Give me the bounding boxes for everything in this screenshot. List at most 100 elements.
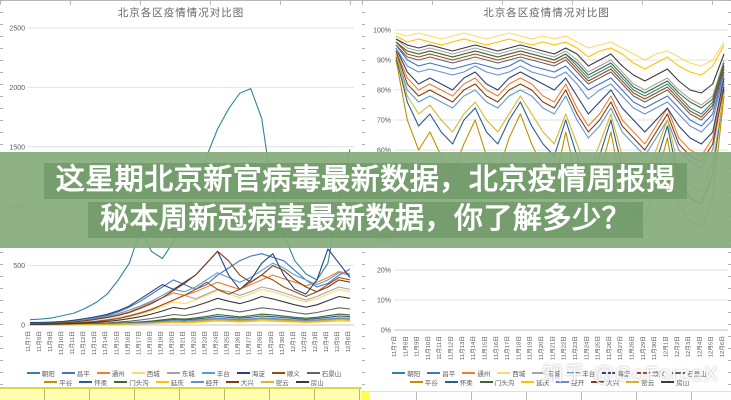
legend-item-通州: 通州 (96, 368, 125, 378)
legend-label: 昌平 (76, 371, 90, 378)
legend-swatch (392, 372, 406, 374)
legend-item-平谷: 平谷 (409, 377, 438, 387)
legend-item-房山: 房山 (661, 377, 689, 387)
legend-item-通州: 通州 (462, 368, 490, 378)
legend-swatch (271, 372, 285, 374)
legend-swatch (61, 372, 75, 374)
x-axis-label: 11月29日 (640, 336, 647, 360)
series-line-房山 (29, 295, 351, 326)
x-axis-label: 11月13日 (459, 336, 466, 360)
x-axis-label: 11月14日 (470, 336, 477, 360)
legend-item-门头沟: 门头沟 (479, 377, 515, 387)
y-axis-label: 2000 (9, 85, 25, 92)
legend-swatch (462, 372, 476, 374)
x-axis-label: 12月6日 (719, 336, 726, 357)
x-axis-label: 11月20日 (168, 331, 175, 355)
legend-swatch (201, 372, 215, 374)
left-chart-legend-row1: 朝阳 昌平 通州 西城 东城 丰台 海淀 顺义 石景山 (10, 368, 358, 378)
legend-label: 西城 (146, 371, 160, 378)
x-axis-label: 11月28日 (629, 336, 636, 360)
legend-swatch (190, 381, 204, 383)
legend-swatch (626, 381, 640, 383)
x-axis-label: 11月10日 (425, 336, 432, 360)
series-line-西城 (395, 32, 725, 67)
legend-label: 延庆 (170, 380, 184, 387)
y-axis-label: 90% (377, 58, 391, 65)
legend-item-石景山: 石景山 (306, 368, 341, 378)
legend-swatch (532, 372, 546, 374)
series-line-通州 (395, 50, 725, 157)
x-axis-label: 12月4日 (323, 331, 330, 352)
legend-item-石景山: 石景山 (672, 368, 707, 378)
legend-swatch (155, 381, 169, 383)
x-axis-label: 11月25日 (224, 331, 231, 355)
legend-swatch (444, 381, 458, 383)
x-axis-label: 12月4日 (696, 336, 703, 357)
legend-swatch (114, 381, 128, 383)
legend-swatch (306, 372, 320, 374)
x-axis-label: 11月30日 (279, 331, 286, 355)
x-axis-label: 11月10日 (58, 331, 65, 355)
x-axis-label: 11月7日 (25, 331, 32, 352)
x-axis-label: 11月21日 (549, 336, 556, 360)
legend-swatch (260, 381, 274, 383)
legend-label: 经开 (205, 380, 219, 387)
legend-label: 密云 (275, 380, 289, 387)
x-axis-label: 11月25日 (595, 336, 602, 360)
legend-label: 西城 (512, 371, 526, 378)
series-line-大兴 (29, 250, 351, 325)
legend-item-经开: 经开 (190, 377, 219, 387)
x-axis-label: 11月11日 (69, 331, 76, 355)
series-line-门头沟 (395, 41, 725, 109)
x-axis-label: 11月17日 (135, 331, 142, 355)
x-axis-label: 11月23日 (202, 331, 209, 355)
legend-item-房山: 房山 (295, 377, 324, 387)
series-line-海淀 (395, 47, 725, 145)
x-axis-label: 11月8日 (36, 331, 43, 352)
headline-banner: 这星期北京新官病毒最新数据，北京疫情周报揭 秘本周新冠病毒最新数据，你了解多少？ (0, 152, 731, 248)
legend-swatch (79, 381, 93, 383)
x-axis-label: 12月3日 (312, 331, 319, 352)
x-axis-label: 11月30日 (651, 336, 658, 360)
legend-label: 海淀 (251, 371, 265, 378)
legend-swatch (591, 381, 605, 383)
x-axis-label: 12月2日 (674, 336, 681, 357)
x-axis-label: 11月15日 (481, 336, 488, 360)
left-chart-legend-row2: 平谷 怀柔 门头沟 延庆 经开 大兴 密云 房山 (10, 377, 358, 387)
x-axis-label: 11月18日 (515, 336, 522, 360)
y-axis-label: 100% (373, 28, 391, 35)
legend-swatch (44, 381, 58, 383)
legend-item-东城: 东城 (532, 368, 560, 378)
y-axis-label: 1500 (9, 144, 25, 151)
legend-label: 朝阳 (407, 371, 421, 378)
legend-label: 门头沟 (494, 380, 515, 387)
x-axis-label: 11月27日 (617, 336, 624, 360)
legend-item-经开: 经开 (556, 377, 584, 387)
x-axis-label: 11月18日 (146, 331, 153, 355)
x-axis-label: 11月26日 (606, 336, 613, 360)
series-line-昌平 (395, 44, 725, 127)
legend-swatch (661, 381, 675, 383)
x-axis-label: 12月6日 (345, 331, 352, 352)
x-axis-label: 11月17日 (504, 336, 511, 360)
x-axis-label: 11月12日 (80, 331, 87, 355)
x-axis-label: 11月9日 (47, 331, 54, 352)
legend-label: 东城 (547, 371, 561, 378)
x-axis-label: 12月5日 (334, 331, 341, 352)
legend-swatch (672, 372, 686, 374)
legend-label: 大兴 (240, 380, 254, 387)
x-axis-label: 11月16日 (124, 331, 131, 355)
x-axis-label: 12月1日 (662, 336, 669, 357)
legend-swatch (295, 381, 309, 383)
legend-swatch (602, 372, 616, 374)
series-line-丰台 (395, 53, 725, 169)
legend-swatch (236, 372, 250, 374)
x-axis-label: 11月24日 (213, 331, 220, 355)
x-axis-label: 11月19日 (527, 336, 534, 360)
legend-swatch (131, 372, 145, 374)
legend-item-东城: 东城 (166, 368, 195, 378)
x-axis-label: 12月2日 (301, 331, 308, 352)
legend-item-西城: 西城 (497, 368, 525, 378)
legend-item-密云: 密云 (260, 377, 289, 387)
legend-label: 通州 (477, 371, 491, 378)
